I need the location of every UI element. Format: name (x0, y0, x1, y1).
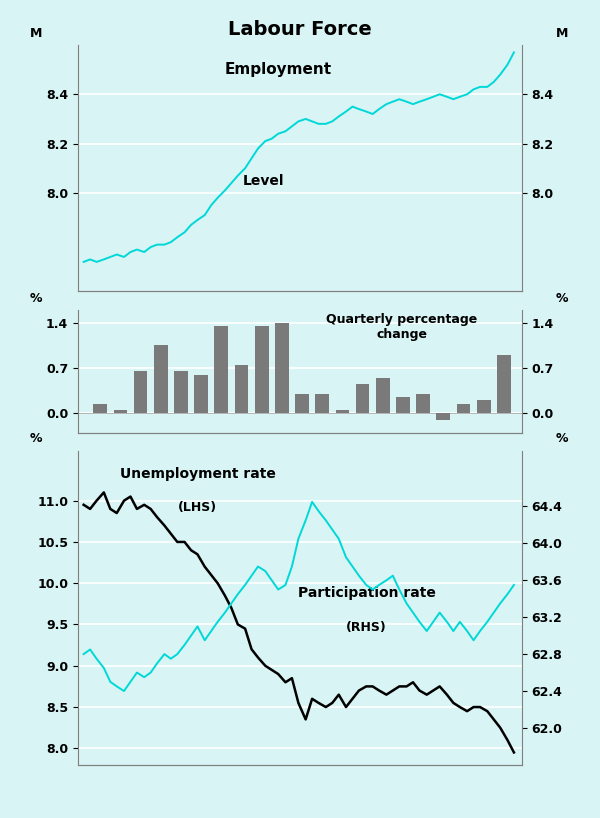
Bar (457, 404, 470, 413)
Text: (LHS): (LHS) (178, 501, 217, 515)
Text: M: M (29, 27, 42, 40)
Bar (497, 355, 511, 413)
Bar (154, 345, 167, 413)
Bar (376, 378, 389, 413)
Bar (335, 410, 349, 413)
Bar (477, 401, 491, 413)
Bar (134, 371, 148, 413)
Bar (295, 394, 309, 413)
Bar (194, 375, 208, 413)
Text: Participation rate: Participation rate (298, 586, 436, 600)
Text: %: % (29, 432, 42, 445)
Bar (396, 398, 410, 413)
Bar (275, 322, 289, 413)
Bar (174, 371, 188, 413)
Text: %: % (556, 432, 568, 445)
Bar (214, 326, 228, 413)
Text: M: M (556, 27, 568, 40)
Bar (94, 404, 107, 413)
Text: Level: Level (242, 173, 284, 187)
Text: %: % (556, 292, 568, 305)
Text: Unemployment rate: Unemployment rate (120, 467, 276, 481)
Text: Quarterly percentage
change: Quarterly percentage change (326, 313, 478, 341)
Bar (235, 365, 248, 413)
Bar (436, 413, 450, 420)
Bar (113, 410, 127, 413)
Text: (RHS): (RHS) (346, 621, 387, 633)
Text: %: % (29, 292, 42, 305)
Bar (255, 326, 269, 413)
Bar (416, 394, 430, 413)
Bar (316, 394, 329, 413)
Text: Labour Force: Labour Force (228, 20, 372, 39)
Text: Employment: Employment (224, 62, 331, 77)
Bar (356, 384, 370, 413)
